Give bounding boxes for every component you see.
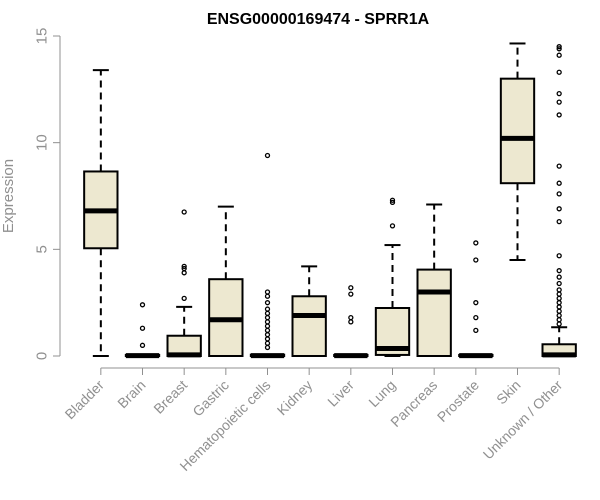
- outlier-point: [556, 312, 562, 319]
- outlier-point: [181, 265, 187, 272]
- box-breast: [166, 209, 202, 358]
- outlier-point: [473, 327, 479, 334]
- box-iqr: [499, 77, 536, 185]
- outlier-point: [556, 112, 562, 118]
- y-axis: 0 5 10 15: [34, 28, 61, 360]
- outlier-point: [264, 300, 271, 306]
- x-tick-label: Breast: [150, 377, 190, 417]
- outlier-point: [556, 90, 562, 97]
- box-kidney: [291, 265, 327, 357]
- outlier-point: [556, 268, 562, 274]
- outlier-point: [348, 319, 354, 325]
- outlier-point: [556, 287, 562, 293]
- outlier-point: [181, 295, 187, 302]
- outlier-point: [264, 319, 271, 325]
- outlier-point: [389, 199, 396, 206]
- outlier-point: [264, 344, 271, 351]
- outlier-point: [556, 300, 562, 306]
- x-tick-label: Kidney: [274, 377, 316, 419]
- outlier-point: [556, 253, 562, 259]
- x-tick-label: Lung: [365, 377, 398, 410]
- y-tick-label: 15: [34, 28, 51, 45]
- y-tick-label: 5: [34, 245, 51, 253]
- outlier-point: [264, 336, 271, 342]
- outlier-point: [348, 314, 354, 321]
- outlier-point: [139, 302, 146, 308]
- x-tick-label: Bladder: [62, 377, 108, 423]
- outlier-point: [264, 152, 271, 159]
- outlier-point: [139, 342, 146, 348]
- outlier-point: [556, 218, 562, 225]
- box-brain: [124, 302, 161, 359]
- outlier-point: [556, 69, 562, 75]
- box-lung: [374, 197, 411, 357]
- x-tick-label: Prostate: [434, 377, 482, 425]
- outlier-point: [556, 295, 562, 302]
- outlier-point: [348, 285, 354, 291]
- box-bladder: [83, 69, 119, 357]
- outlier-point: [264, 332, 271, 338]
- outlier-point: [264, 293, 271, 299]
- outlier-point: [264, 314, 271, 321]
- outlier-point: [556, 180, 562, 186]
- outlier-point: [556, 191, 562, 197]
- box-unknown-other: [541, 44, 577, 358]
- box-iqr: [291, 295, 327, 357]
- x-tick-label: Brain: [114, 377, 148, 411]
- outlier-point: [264, 289, 271, 295]
- box-liver: [333, 285, 369, 359]
- outlier-point: [264, 327, 271, 334]
- outlier-point: [556, 44, 562, 50]
- box-prostate: [458, 240, 494, 359]
- outlier-point: [264, 310, 271, 316]
- y-axis-label: Expression: [0, 159, 17, 233]
- y-tick-label: 10: [34, 134, 51, 151]
- outlier-point: [556, 274, 562, 280]
- outlier-point: [348, 291, 354, 297]
- outlier-point: [181, 270, 187, 276]
- outlier-point: [556, 46, 562, 52]
- outlier-point: [389, 223, 396, 229]
- x-tick-label: Skin: [493, 377, 524, 408]
- outlier-point: [556, 317, 562, 323]
- outlier-point: [556, 99, 562, 105]
- outlier-point: [556, 163, 562, 169]
- box-pancreas: [416, 203, 452, 358]
- outlier-point: [181, 209, 187, 215]
- outlier-point: [181, 263, 187, 270]
- outlier-point: [473, 300, 479, 306]
- outlier-point: [473, 257, 479, 263]
- y-tick-label: 0: [34, 352, 51, 360]
- outlier-point: [473, 240, 479, 246]
- outlier-point: [556, 308, 562, 314]
- outlier-point: [556, 52, 562, 58]
- outlier-point: [556, 321, 562, 327]
- outlier-point: [264, 340, 271, 346]
- box-gastric: [208, 205, 244, 358]
- chart-title: ENSG00000169474 - SPRR1A: [207, 11, 430, 28]
- outlier-point: [556, 206, 562, 212]
- x-tick-label: Liver: [324, 377, 357, 410]
- outlier-point: [473, 314, 479, 321]
- x-tick-label: Unknown / Other: [480, 377, 566, 463]
- outlier-point: [139, 325, 146, 331]
- outlier-point: [556, 280, 562, 287]
- box-skin: [499, 42, 536, 261]
- outlier-point: [556, 291, 562, 297]
- outlier-point: [556, 304, 562, 310]
- box-iqr: [416, 268, 452, 358]
- box-hematopoietic-cells: [249, 152, 286, 359]
- boxes-group: [83, 42, 577, 359]
- outlier-point: [264, 306, 271, 312]
- outlier-point: [389, 197, 396, 203]
- outlier-point: [264, 323, 271, 329]
